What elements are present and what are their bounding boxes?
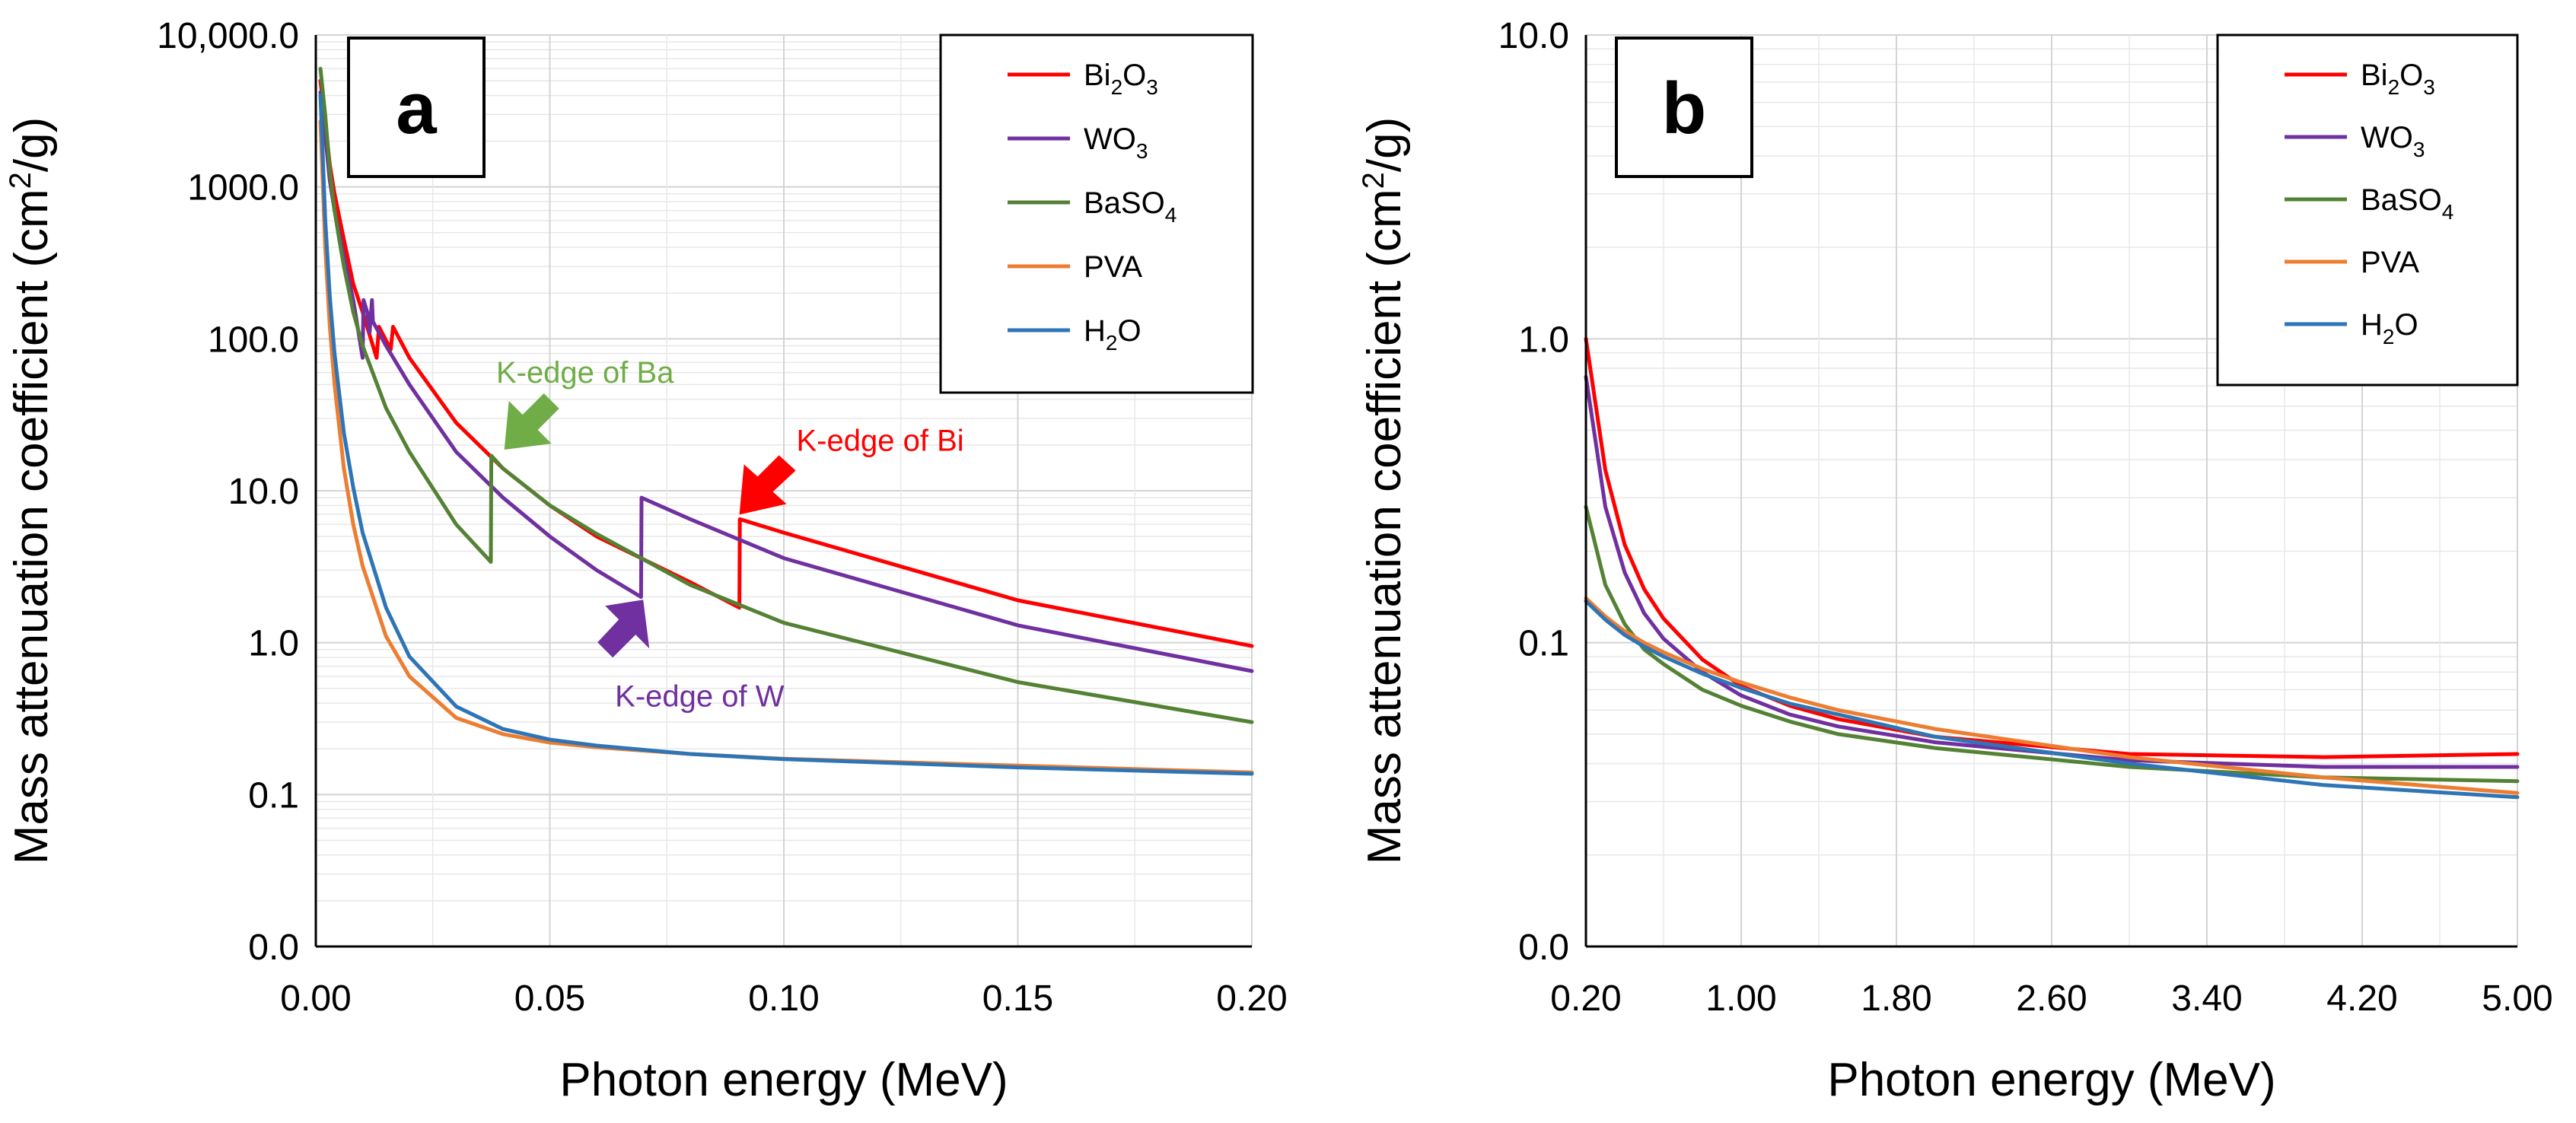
- y-axis-title: Mass attenuation coefficient (cm2/g): [4, 117, 58, 865]
- y-tick-label: 1.0: [248, 624, 299, 664]
- series-line-wo3: [1584, 374, 2520, 769]
- x-tick-label: 5.00: [2482, 978, 2552, 1019]
- legend-label-part: Bi: [2361, 59, 2388, 92]
- series-line-bi2o3: [318, 78, 1254, 648]
- annotation-kedge: K-edge of Bi: [739, 424, 964, 515]
- legend-label-part: WO: [1084, 122, 1136, 156]
- annotation-arrow: [739, 455, 796, 515]
- y-tick-label: 0.1: [248, 775, 299, 816]
- legend-label-part: 2: [2388, 75, 2400, 99]
- y-axis-title-superscript: 2: [4, 172, 37, 189]
- legend-label-part: O: [2399, 59, 2423, 92]
- legend-entry: H2O: [1084, 314, 1142, 355]
- y-axis-title-superscript: 2: [1357, 172, 1390, 189]
- panel-label-box: [347, 37, 486, 178]
- x-axis-title: Photon energy (MeV): [1827, 1054, 2275, 1106]
- y-tick-label: 100.0: [208, 320, 299, 360]
- x-tick-label: 0.00: [280, 978, 351, 1019]
- legend-label-part: 3: [1146, 75, 1158, 99]
- y-tick-label: 10.0: [228, 472, 299, 512]
- panel-label-text: a: [396, 68, 437, 149]
- legend-entry: WO3: [2361, 121, 2425, 161]
- legend-entry: BaSO4: [1084, 186, 1177, 227]
- y-tick-label: 0.1: [1518, 624, 1569, 664]
- legend-label-part: O: [1117, 314, 1141, 348]
- legend-label-part: 2: [1111, 75, 1123, 99]
- y-tick-label: 1000.0: [187, 168, 299, 208]
- legend-label-part: H: [2361, 308, 2383, 342]
- annotation-arrow: [597, 600, 650, 658]
- legend-label-part: O: [1122, 59, 1146, 92]
- y-axis-title-main: Mass attenuation coefficient (cm: [1358, 189, 1411, 864]
- x-tick-label: 1.00: [1705, 978, 1776, 1019]
- legend-entry: H2O: [2361, 308, 2418, 348]
- y-axis-title-main: Mass attenuation coefficient (cm: [5, 189, 58, 864]
- annotation-text: K-edge of W: [615, 679, 785, 713]
- legend-entry: PVA: [2361, 246, 2419, 279]
- legend-entry: Bi2O3: [1084, 59, 1158, 99]
- series-line-pva: [1584, 596, 2520, 795]
- x-tick-label: 0.20: [1216, 978, 1287, 1019]
- y-tick-label: 10,000.0: [157, 16, 299, 56]
- legend-label-part: H: [1084, 314, 1106, 348]
- x-tick-label: 3.40: [2171, 978, 2242, 1019]
- chart-panel-b: 0.0 0.1 1.0 10.0 0.20 1.00 1.80 2.60 3.40 4.20 5.0…: [1357, 16, 2553, 1106]
- legend-label-part: 3: [1136, 139, 1148, 163]
- legend-entry: BaSO4: [2361, 183, 2453, 224]
- series-line-baso4: [1584, 504, 2520, 784]
- x-tick-label: 4.20: [2326, 978, 2397, 1019]
- x-tick-label: 0.20: [1550, 978, 1621, 1019]
- panel-label-text: b: [1662, 68, 1707, 149]
- legend-label-part: BaSO: [1084, 186, 1165, 220]
- legend-label-part: WO: [2361, 121, 2413, 154]
- legend-label-part: 2: [2383, 325, 2395, 348]
- legend-label-part: Bi: [1084, 59, 1111, 92]
- x-tick-label: 0.05: [514, 978, 585, 1019]
- y-tick-label: 0.0: [1518, 927, 1569, 968]
- y-tick-label: 1.0: [1518, 320, 1569, 360]
- legend-entry: Bi2O3: [2361, 59, 2435, 99]
- series-line-baso4: [318, 66, 1254, 724]
- panel-label-a: a: [347, 37, 486, 178]
- legend-entry: WO3: [1084, 122, 1148, 163]
- annotation-text: K-edge of Bi: [797, 424, 964, 457]
- annotation-kedge: K-edge of W: [597, 600, 785, 713]
- y-axis-title-end: /g): [5, 117, 58, 172]
- legend-label-part: 2: [1106, 331, 1118, 355]
- annotation-arrow: [504, 393, 559, 450]
- legend-label-part: 3: [2423, 75, 2435, 99]
- legend-label-part: 4: [2442, 200, 2454, 224]
- legend-label-part: BaSO: [2361, 183, 2442, 217]
- legend-label-part: PVA: [1084, 250, 1142, 284]
- x-tick-label: 1.80: [1861, 978, 1931, 1019]
- x-tick-label: 0.10: [748, 978, 819, 1019]
- x-tick-label: 0.15: [982, 978, 1053, 1019]
- legend-label-part: PVA: [2361, 246, 2419, 279]
- legend-box: [2216, 33, 2519, 387]
- x-tick-label: 2.60: [2016, 978, 2087, 1019]
- legend-label-part: O: [2394, 308, 2418, 342]
- legend-entry: PVA: [1084, 250, 1142, 284]
- x-axis-title: Photon energy (MeV): [559, 1054, 1008, 1106]
- annotation-kedge: K-edge of Ba: [496, 356, 674, 450]
- series-line-h2o: [1584, 599, 2520, 800]
- panel-label-box: [1615, 37, 1753, 178]
- legend-box: [939, 33, 1254, 394]
- legend-label-part: 4: [1165, 203, 1177, 227]
- y-axis-title-end: /g): [1358, 117, 1411, 172]
- annotation-text: K-edge of Ba: [496, 356, 674, 390]
- chart-panel-a: 0.0 0.1 1.0 10.0 100.0 1000.0 10,000.0 0.00 0.05…: [4, 16, 1288, 1106]
- y-tick-label: 0.0: [248, 927, 299, 968]
- y-axis-title: Mass attenuation coefficient (cm2/g): [1357, 117, 1411, 865]
- y-tick-label: 10.0: [1498, 16, 1569, 56]
- legend-label-part: 3: [2413, 138, 2425, 161]
- panel-label-b: b: [1615, 37, 1753, 178]
- series-line-h2o: [318, 94, 1254, 776]
